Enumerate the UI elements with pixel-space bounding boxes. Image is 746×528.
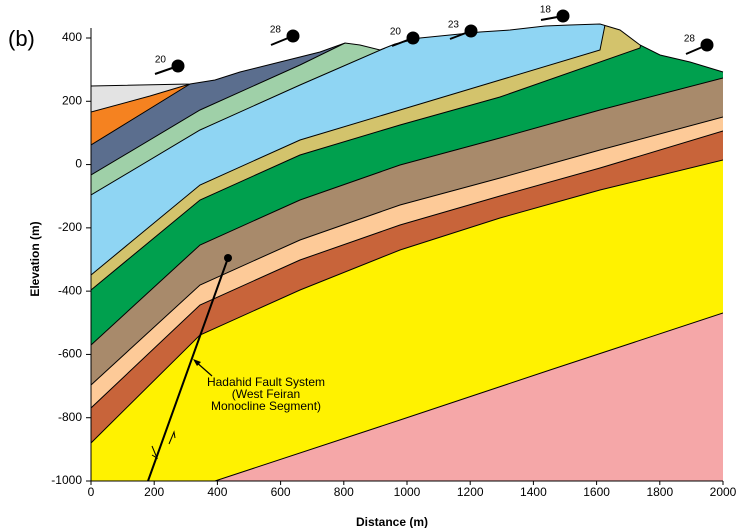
x-tick-label: 800	[334, 485, 354, 499]
x-tick-label: 600	[271, 485, 291, 499]
x-tick-label: 1600	[583, 485, 610, 499]
contact	[91, 130, 723, 409]
contact	[214, 312, 723, 481]
x-tick-label: 1200	[457, 485, 484, 499]
dip-label: 28	[684, 34, 696, 45]
dip-label: 20	[155, 55, 167, 66]
contact	[91, 24, 651, 291]
slip-arrow	[168, 430, 176, 445]
y-tick-label: -600	[58, 347, 82, 361]
dip-symbol	[406, 31, 420, 45]
y-tick-label: 400	[62, 30, 82, 44]
fault-label: Hadahid Fault System	[207, 375, 325, 389]
dip-symbol	[556, 9, 570, 23]
arrowhead	[193, 359, 201, 366]
y-tick-label: -200	[58, 220, 82, 234]
dip-symbol	[286, 29, 300, 43]
y-tick-label: -400	[58, 283, 82, 297]
y-tick-label: 0	[75, 157, 82, 171]
x-axis-label: Distance (m)	[356, 515, 428, 528]
y-axis-label: Elevation (m)	[28, 221, 42, 296]
dip-symbol	[700, 38, 714, 52]
dip-label: 20	[390, 27, 402, 38]
dip-symbol	[464, 24, 478, 38]
dip-label: 28	[270, 25, 282, 36]
contact	[91, 77, 723, 346]
stratum	[91, 313, 723, 481]
y-tick-label: -1000	[51, 473, 82, 487]
x-tick-label: 200	[144, 485, 164, 499]
strata	[91, 24, 723, 481]
fault-tip	[224, 254, 232, 262]
x-tick-label: 0	[88, 485, 95, 499]
slip-arrow	[151, 445, 159, 460]
fault	[147, 257, 229, 482]
dip-symbol	[171, 59, 185, 73]
contact	[91, 24, 611, 276]
x-tick-label: 1800	[646, 485, 673, 499]
fault-label: (West Feiran	[232, 387, 300, 401]
panel-label: (b)	[8, 26, 35, 51]
x-tick-label: 2000	[710, 485, 737, 499]
fault-label: Monocline Segment)	[211, 399, 321, 413]
x-tick-label: 1000	[394, 485, 421, 499]
dip-label: 18	[540, 5, 552, 16]
y-tick-label: 200	[62, 93, 82, 107]
contact	[91, 116, 723, 386]
dip-label: 23	[448, 20, 460, 31]
y-tick-label: -800	[58, 410, 82, 424]
x-tick-label: 400	[207, 485, 227, 499]
topography	[90, 23, 724, 87]
x-tick-label: 1400	[520, 485, 547, 499]
